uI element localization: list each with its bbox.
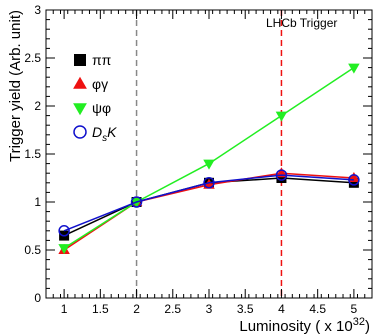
y-axis-label: Trigger yield (Arb. unit) xyxy=(7,10,24,162)
data-point-triangle-down xyxy=(275,111,288,122)
data-point-square xyxy=(348,177,359,188)
x-tick-label: 3 xyxy=(206,302,213,316)
data-point-triangle-down xyxy=(203,159,215,170)
y-tick-label: 0 xyxy=(34,291,41,305)
legend-label-sub: s xyxy=(102,133,107,144)
y-tick-label: 0.5 xyxy=(24,243,41,257)
x-tick-label: 4.5 xyxy=(309,302,326,316)
x-tick-label: 2 xyxy=(133,302,140,316)
x-tick-label: 2.5 xyxy=(164,302,181,316)
data-point-circle xyxy=(275,169,288,181)
legend-marker xyxy=(73,76,87,89)
legend-label: φγ xyxy=(92,76,108,92)
data-point-circle xyxy=(58,225,70,237)
series-layer xyxy=(58,63,360,255)
axis-ticks: 1 1.5 2 2.5 3 3.5 4 4.5 5 0 0.5 1 1.5 2 2.5 3 xyxy=(24,3,373,316)
legend: ππ φγ ψφ DsK xyxy=(73,52,117,144)
series-ψφ xyxy=(58,63,360,255)
x-tick-label: 1.5 xyxy=(92,302,109,316)
data-point-circle xyxy=(130,196,143,208)
y-tick-label: 2.5 xyxy=(24,51,41,65)
y-tick-label: 1.5 xyxy=(24,147,41,161)
x-tick-label: 1 xyxy=(61,302,68,316)
series-DsK xyxy=(58,169,360,237)
y-tick-label: 3 xyxy=(34,3,41,17)
series-line xyxy=(63,174,354,232)
legend-label-tail: K xyxy=(107,124,117,140)
data-point-triangle-down xyxy=(58,244,70,255)
x-axis-label: Luminosity ( x 1032) xyxy=(239,316,370,335)
legend-label: ψφ xyxy=(92,100,111,116)
data-point-square xyxy=(276,173,287,183)
data-point-circle xyxy=(203,177,215,189)
legend-marker xyxy=(73,125,87,139)
x-tick-label: 3.5 xyxy=(237,302,254,316)
chart-annotation: LHCb Trigger xyxy=(266,16,337,30)
legend-label: ππ xyxy=(92,52,112,68)
legend-label-main: D xyxy=(92,124,102,140)
y-tick-label: 2 xyxy=(34,99,41,113)
legend-marker xyxy=(73,103,87,116)
x-axis-label-suffix: ) xyxy=(365,318,370,335)
legend-marker xyxy=(74,54,86,66)
x-axis-label-text: Luminosity ( x 10 xyxy=(239,318,352,335)
y-tick-label: 1 xyxy=(34,195,41,209)
legend-label: DsK xyxy=(92,124,117,144)
data-point-circle xyxy=(348,174,360,186)
x-axis-label-exponent: 32 xyxy=(353,316,365,328)
data-point-triangle-down xyxy=(348,63,360,74)
x-tick-label: 5 xyxy=(351,302,358,316)
x-tick-label: 4 xyxy=(278,302,285,316)
reference-lines xyxy=(135,10,283,298)
series-line xyxy=(63,66,355,249)
